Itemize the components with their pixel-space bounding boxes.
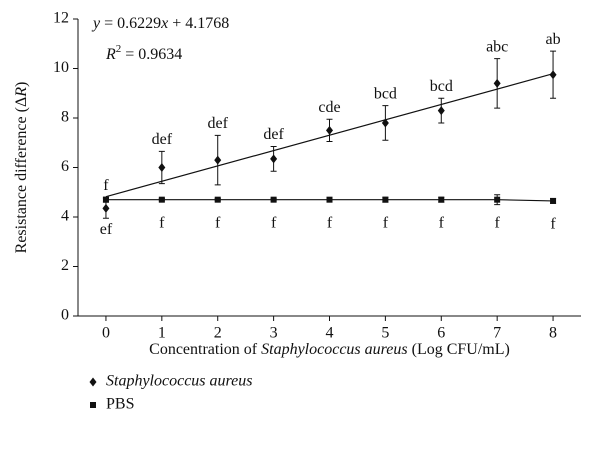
point <box>270 196 277 203</box>
significance-label: def <box>263 126 284 143</box>
legend-marker <box>90 402 96 408</box>
y-tick-label: 2 <box>61 257 69 274</box>
legend-label: PBS <box>106 396 134 413</box>
y-tick-label: 12 <box>53 10 69 27</box>
point <box>158 196 165 203</box>
point <box>549 70 557 80</box>
y-tick-label: 10 <box>53 59 69 76</box>
point <box>493 78 501 88</box>
y-axis-label-part: ) <box>13 82 30 87</box>
significance-label: bcd <box>374 85 397 102</box>
point <box>382 196 389 203</box>
significance-label: f <box>495 214 501 231</box>
x-tick-label: 4 <box>326 325 334 342</box>
significance-label: f <box>103 177 109 194</box>
r-squared-part: = 0.9634 <box>121 46 182 63</box>
point <box>270 154 278 164</box>
x-tick-label: 0 <box>102 325 110 342</box>
r-squared-part: 2 <box>116 43 122 55</box>
x-axis-label-part: Concentration of <box>149 341 261 358</box>
point <box>550 197 557 204</box>
y-axis-label: Resistance difference (ΔR) <box>13 82 30 254</box>
x-tick-label: 8 <box>549 325 557 342</box>
equation-part: x <box>160 15 168 32</box>
x-tick-label: 2 <box>214 325 222 342</box>
significance-label: f <box>159 214 165 231</box>
point <box>214 196 221 203</box>
significance-label: bcd <box>430 78 453 95</box>
y-tick-label: 8 <box>61 109 69 126</box>
x-tick-label: 1 <box>158 325 166 342</box>
significance-label: abc <box>486 38 508 55</box>
equation: y = 0.6229x + 4.1768 <box>91 15 229 32</box>
x-tick-label: 6 <box>437 325 445 342</box>
significance-label: def <box>208 115 229 132</box>
significance-label: f <box>383 214 389 231</box>
x-axis-label-part: (Log CFU/mL) <box>408 341 510 358</box>
significance-label: ef <box>100 221 113 238</box>
point <box>214 155 222 165</box>
y-axis-label-part: Resistance difference (Δ <box>13 97 30 254</box>
r-squared-part: R <box>105 46 116 63</box>
point <box>102 203 110 213</box>
x-tick-label: 7 <box>493 325 501 342</box>
significance-label: cde <box>318 99 340 116</box>
point <box>438 196 445 203</box>
x-tick-label: 5 <box>381 325 389 342</box>
equation-part: y <box>91 15 101 32</box>
y-axis-label-part: R <box>13 87 30 98</box>
point <box>437 106 445 116</box>
point <box>494 196 501 203</box>
point <box>158 163 166 172</box>
significance-label: ab <box>546 31 561 48</box>
point <box>381 118 389 128</box>
point <box>102 196 109 203</box>
equation-part: + 4.1768 <box>168 15 229 32</box>
x-tick-label: 3 <box>270 325 278 342</box>
significance-label: f <box>271 214 277 231</box>
equation-part: = 0.6229 <box>100 15 161 32</box>
y-tick-label: 0 <box>61 307 69 324</box>
x-axis-label-part: Staphylococcus aureus <box>261 341 407 358</box>
point <box>326 196 333 203</box>
x-axis-label: Concentration of Staphylococcus aureus (… <box>149 341 510 358</box>
point <box>326 125 333 135</box>
y-tick-label: 6 <box>61 158 69 175</box>
significance-label: f <box>327 214 333 231</box>
significance-label: f <box>550 216 556 233</box>
y-tick-label: 4 <box>61 208 69 225</box>
significance-label: def <box>152 131 173 148</box>
legend-label: Staphylococcus aureus <box>106 373 252 390</box>
r-squared: R2 = 0.9634 <box>105 43 182 63</box>
significance-label: f <box>439 214 445 231</box>
legend-marker <box>89 377 97 387</box>
significance-label: f <box>215 214 221 231</box>
